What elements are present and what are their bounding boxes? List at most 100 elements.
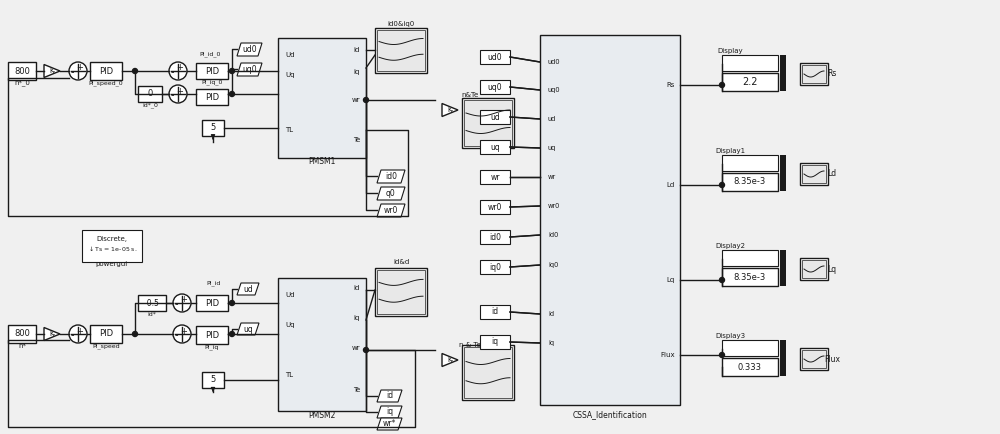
Bar (82, 230, 142, 262)
Circle shape (173, 325, 191, 343)
Circle shape (69, 62, 87, 80)
Polygon shape (237, 63, 262, 76)
Text: Ld: Ld (667, 182, 675, 188)
Bar (480, 110, 510, 124)
Text: id: id (354, 285, 360, 291)
Text: uq: uq (548, 145, 556, 151)
Text: -: - (170, 90, 174, 100)
Circle shape (720, 352, 724, 358)
Bar (90, 325, 122, 343)
Bar (480, 305, 510, 319)
Text: Uq: Uq (285, 322, 294, 328)
Text: Uq: Uq (285, 72, 294, 78)
Circle shape (230, 300, 234, 306)
Text: wr0: wr0 (548, 203, 560, 209)
Circle shape (720, 277, 724, 283)
Text: n*_0: n*_0 (14, 79, 30, 86)
Circle shape (69, 325, 87, 343)
Text: uq0: uq0 (488, 82, 502, 92)
Circle shape (720, 183, 724, 187)
Bar (377, 30, 425, 71)
Text: ud: ud (548, 116, 556, 122)
Circle shape (173, 294, 191, 312)
Bar (802, 65, 826, 83)
Polygon shape (442, 354, 458, 366)
Text: PI_id_0: PI_id_0 (199, 51, 221, 57)
Circle shape (132, 69, 138, 73)
Circle shape (230, 332, 234, 336)
Bar (480, 200, 510, 214)
Circle shape (169, 62, 187, 80)
Text: PID: PID (205, 66, 219, 76)
Bar (196, 326, 228, 344)
Bar (722, 268, 778, 286)
Text: id0: id0 (385, 172, 397, 181)
Text: iq0: iq0 (489, 263, 501, 272)
Text: ud0: ud0 (488, 53, 502, 62)
Bar (800, 258, 828, 280)
Bar (375, 28, 427, 73)
Circle shape (720, 82, 724, 88)
Text: wr0: wr0 (384, 206, 398, 215)
Text: Display: Display (717, 48, 743, 54)
Text: PI_iq: PI_iq (205, 344, 219, 350)
Text: wr: wr (490, 172, 500, 181)
Text: ud: ud (490, 112, 500, 122)
Text: Te: Te (353, 387, 360, 393)
Bar (464, 347, 512, 398)
Text: -: - (174, 330, 178, 340)
Bar (802, 350, 826, 368)
Text: wr*: wr* (383, 420, 396, 428)
Bar (480, 50, 510, 64)
Bar (800, 163, 828, 185)
Bar (802, 260, 826, 278)
Polygon shape (442, 103, 458, 116)
Text: +: + (181, 326, 187, 335)
Text: uq: uq (490, 142, 500, 151)
Text: id0: id0 (489, 233, 501, 241)
Bar (480, 140, 510, 154)
Text: uq: uq (243, 325, 253, 333)
Text: Te: Te (353, 137, 360, 143)
Polygon shape (377, 406, 402, 418)
Text: +: + (77, 63, 83, 72)
Text: id: id (548, 311, 554, 317)
Text: ud0: ud0 (242, 45, 257, 54)
Text: PMSM2: PMSM2 (308, 411, 336, 420)
Text: +: + (177, 86, 183, 95)
Text: id0&iq0: id0&iq0 (387, 21, 415, 27)
Bar (800, 63, 828, 85)
Text: 0.333: 0.333 (738, 362, 762, 372)
Text: Discrete,: Discrete, (96, 236, 128, 242)
Bar (780, 155, 786, 191)
Text: 8.35e-3: 8.35e-3 (734, 178, 766, 187)
Bar (138, 295, 166, 311)
Text: PID: PID (205, 331, 219, 339)
Text: id*_0: id*_0 (142, 102, 158, 108)
Text: powergui: powergui (96, 261, 128, 267)
Text: $\downarrow$Ts = 1e-05 s.: $\downarrow$Ts = 1e-05 s. (87, 245, 137, 253)
Text: Ld: Ld (827, 170, 837, 178)
Bar (480, 170, 510, 184)
Text: PID: PID (205, 299, 219, 308)
Polygon shape (237, 323, 259, 335)
Bar (375, 268, 427, 316)
Text: K-: K- (447, 107, 453, 113)
Text: PMSM1: PMSM1 (308, 158, 336, 167)
Polygon shape (44, 65, 60, 78)
Bar (722, 340, 778, 356)
Text: 800: 800 (14, 329, 30, 339)
Bar (480, 260, 510, 274)
Text: PID: PID (205, 92, 219, 102)
Text: n&Te: n&Te (461, 92, 479, 98)
Text: PID: PID (99, 66, 113, 76)
Text: 5: 5 (210, 124, 216, 132)
Text: wr: wr (351, 97, 360, 103)
Text: Display1: Display1 (715, 148, 745, 154)
Text: id: id (386, 391, 393, 401)
Text: 2.2: 2.2 (742, 77, 758, 87)
Text: Lq: Lq (667, 277, 675, 283)
Polygon shape (377, 170, 405, 183)
Bar (722, 73, 778, 91)
Text: ud0: ud0 (548, 59, 561, 65)
